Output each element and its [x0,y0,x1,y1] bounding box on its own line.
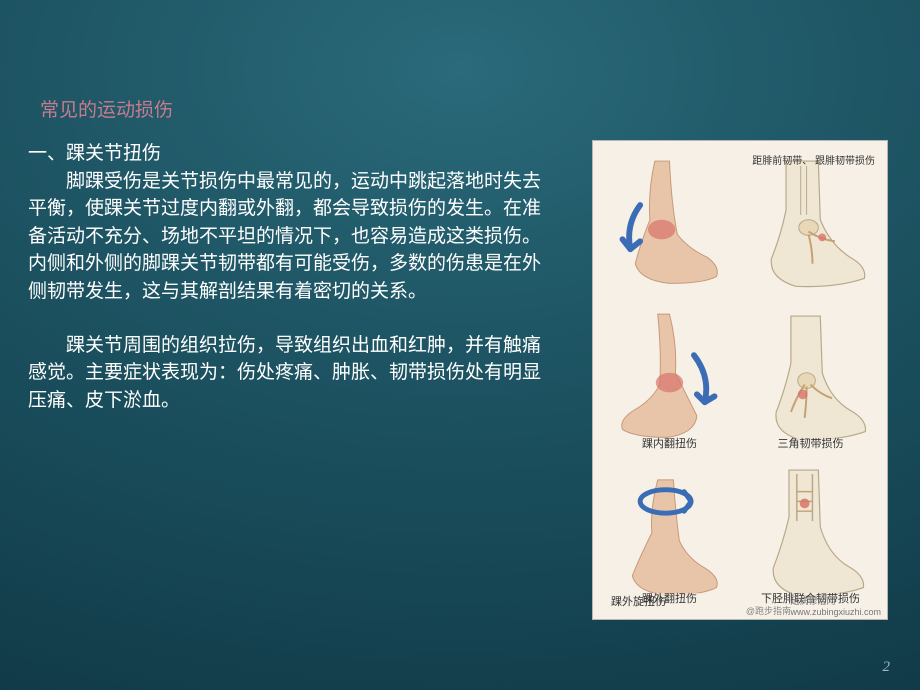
illustration-grid: 距腓前韧带、 跟腓韧带损伤 踝内翻扭伤 [601,149,879,611]
slide-title: 常见的运动损伤 [40,95,173,122]
section-heading: 一、踝关节扭伤 [28,140,548,168]
cell-rotation-foot: 踝外翻扭伤 [601,460,738,611]
label-inversion: 踝内翻扭伤 [640,438,699,452]
watermark-site-name: 足病修治网 [790,596,835,606]
body-text: 一、踝关节扭伤 脚踝受伤是关节损伤中最常见的，运动中跳起落地时失去平衡，使踝关节… [28,140,548,415]
label-deltoid: 三角韧带损伤 [776,438,846,452]
label-atfl-cfl: 距腓前韧带、 跟腓韧带损伤 [752,155,875,168]
page-number: 2 [883,659,891,676]
watermark-handle: @跑步指南 [746,604,791,617]
cell-syndesmosis-anatomy: 下胫腓联合韧带损伤 [742,460,879,611]
label-external-rotation: 踝外旋扭伤 [611,593,666,609]
cell-deltoid-anatomy: 三角韧带损伤 [742,304,879,455]
ankle-illustration: 距腓前韧带、 跟腓韧带损伤 踝内翻扭伤 [592,140,888,620]
watermark-site: 足病修治网 www.zubingxiuzhi.com [790,594,881,617]
paragraph-2: 踝关节周围的组织拉伤，导致组织出血和红肿，并有触痛感觉。主要症状表现为：伤处疼痛… [28,332,548,415]
cell-eversion-foot: 踝内翻扭伤 [601,304,738,455]
paragraph-gap [28,305,548,332]
watermark-site-url: www.zubingxiuzhi.com [790,607,881,617]
paragraph-1: 脚踝受伤是关节损伤中最常见的，运动中跳起落地时失去平衡，使踝关节过度内翻或外翻，… [28,168,548,306]
cell-inversion-foot [601,149,738,300]
cell-lateral-anatomy: 距腓前韧带、 跟腓韧带损伤 [742,149,879,300]
